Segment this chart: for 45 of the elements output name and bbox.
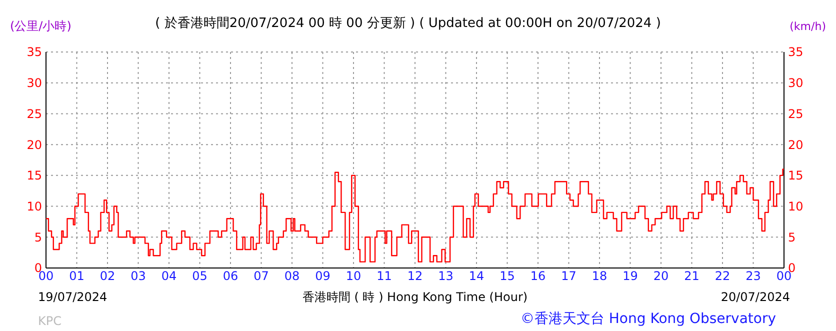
y2-axis-title: (km/h) <box>790 20 826 33</box>
x-tick-label: 08 <box>284 269 300 283</box>
x-tick-label: 11 <box>376 269 392 283</box>
y2-tick-label: 10 <box>788 199 804 214</box>
x-tick-label: 22 <box>714 269 730 283</box>
x-tick-label: 07 <box>254 269 269 283</box>
x-tick-label: 01 <box>69 269 84 283</box>
x-tick-label: 10 <box>346 269 362 283</box>
x-tick-label: 18 <box>592 269 608 283</box>
x-tick-label: 05 <box>192 269 208 283</box>
text: KPC <box>38 314 62 328</box>
x-tick-label: 03 <box>130 269 146 283</box>
y2-tick-label: 5 <box>788 230 796 244</box>
x-tick-label: 19 <box>622 269 638 283</box>
x-tick-label: 02 <box>100 269 116 283</box>
x-tick-label: 12 <box>407 269 423 283</box>
x-tick-label: 17 <box>561 269 576 283</box>
x-tick-label: 16 <box>530 269 546 283</box>
y-axis-title: (公里/小時) <box>10 19 72 33</box>
x-axis-title: 香港時間 ( 時 ) Hong Kong Time (Hour) <box>302 290 528 304</box>
x-tick-label: 20 <box>653 269 669 283</box>
y-tick-label: 10 <box>26 199 42 214</box>
text: 20/07/2024 <box>720 290 790 304</box>
y-tick-label: 30 <box>26 76 42 90</box>
y-tick-label: 20 <box>26 138 42 152</box>
y2-tick-label: 15 <box>788 168 804 183</box>
x-tick-label: 06 <box>222 269 238 283</box>
y2-tick-label: 25 <box>788 106 804 121</box>
y2-tick-label: 30 <box>788 76 804 90</box>
x-tick-label: 23 <box>746 269 761 283</box>
x-tick-label: 13 <box>438 269 454 283</box>
x-tick-label: 09 <box>315 269 330 283</box>
y-tick-label: 25 <box>26 106 42 121</box>
x-tick-label: 04 <box>161 269 177 283</box>
text: 19/07/2024 <box>38 290 108 304</box>
y2-tick-label: 20 <box>788 138 804 152</box>
chart-title: ( 於香港時間20/07/2024 00 時 00 分更新 ) ( Updated at 00:00H on 20/07/2024 ) <box>155 16 661 31</box>
y2-tick-label: 35 <box>788 45 804 60</box>
y-tick-label: 15 <box>26 168 42 183</box>
y-tick-label: 5 <box>34 230 42 244</box>
y-tick-label: 35 <box>26 45 42 60</box>
x-tick-label: 14 <box>468 269 484 283</box>
x-tick-label: 15 <box>500 269 515 283</box>
x-tick-label: 21 <box>684 269 700 283</box>
text: ©香港天文台 Hong Kong Observatory <box>520 311 776 327</box>
